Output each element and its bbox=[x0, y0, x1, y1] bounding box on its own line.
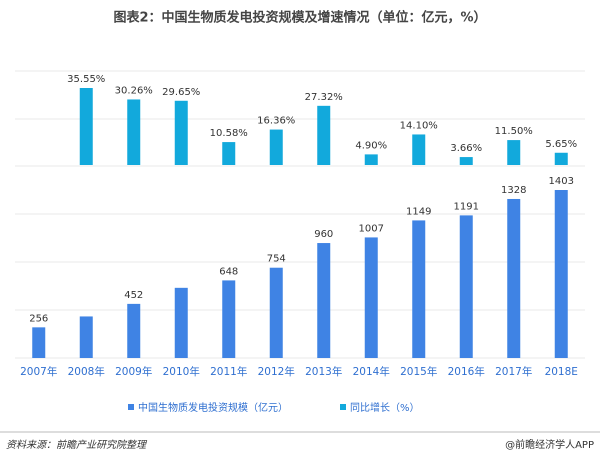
bar bbox=[507, 198, 521, 358]
brand: @前瞻经济学人APP bbox=[505, 438, 594, 451]
value-label: 1191 bbox=[454, 201, 479, 212]
bar bbox=[412, 220, 426, 358]
x-tick-label: 2009年 bbox=[115, 365, 152, 378]
value-label: 754 bbox=[267, 254, 286, 265]
x-tick-label: 2013年 bbox=[305, 365, 342, 378]
value-label: 256 bbox=[29, 313, 48, 324]
x-tick-label: 2016年 bbox=[448, 365, 485, 378]
bar bbox=[269, 267, 283, 358]
value-label: 960 bbox=[314, 229, 333, 240]
bar bbox=[507, 140, 521, 165]
value-label: 1007 bbox=[359, 223, 384, 234]
value-label: 1328 bbox=[501, 185, 526, 196]
x-tick-label: 2008年 bbox=[68, 365, 105, 378]
value-label: 5.65% bbox=[545, 139, 577, 150]
value-label: 10.58% bbox=[210, 128, 248, 139]
value-label: 4.90% bbox=[355, 140, 387, 151]
bar bbox=[364, 237, 378, 358]
x-tick-label: 2007年 bbox=[20, 365, 57, 378]
legend-label: 中国生物质发电投资规模（亿元） bbox=[138, 401, 288, 414]
bar bbox=[317, 243, 331, 358]
bar bbox=[32, 327, 46, 358]
value-label: 648 bbox=[219, 266, 238, 277]
bar bbox=[459, 157, 473, 165]
value-label: 14.10% bbox=[400, 120, 438, 131]
value-label: 27.32% bbox=[305, 92, 343, 103]
bar bbox=[79, 316, 93, 358]
bar bbox=[174, 100, 188, 165]
value-label: 452 bbox=[124, 290, 143, 301]
legend-swatch bbox=[340, 404, 346, 410]
bar bbox=[222, 280, 236, 358]
x-tick-label: 2011年 bbox=[210, 365, 247, 378]
x-tick-label: 2014年 bbox=[353, 365, 390, 378]
bar bbox=[554, 152, 568, 165]
source: 资料来源：前瞻产业研究院整理 bbox=[6, 439, 148, 451]
value-label: 1149 bbox=[406, 206, 431, 217]
value-label: 16.36% bbox=[257, 116, 295, 127]
value-label: 30.26% bbox=[115, 85, 153, 96]
value-label: 11.50% bbox=[495, 126, 533, 137]
bar bbox=[317, 105, 331, 165]
x-tick-label: 2015年 bbox=[400, 365, 437, 378]
grid bbox=[15, 70, 585, 359]
bar bbox=[127, 99, 141, 165]
legend-swatch bbox=[128, 404, 134, 410]
bar bbox=[79, 88, 93, 165]
x-tick-label: 2017年 bbox=[495, 365, 532, 378]
bar bbox=[554, 190, 568, 358]
value-label: 35.55% bbox=[67, 74, 105, 85]
value-label: 3.66% bbox=[450, 143, 482, 154]
bar bbox=[364, 154, 378, 165]
x-tick-label: 2012年 bbox=[258, 365, 295, 378]
x-tick-label: 2010年 bbox=[163, 365, 200, 378]
bar bbox=[174, 287, 188, 358]
chart-title: 图表2：中国生物质发电投资规模及增速情况（单位：亿元，%） bbox=[113, 10, 486, 26]
value-label: 1403 bbox=[549, 176, 574, 187]
bar bbox=[412, 134, 426, 165]
legend-label: 同比增长（%） bbox=[350, 401, 420, 414]
x-tick-label: 2018E bbox=[545, 366, 578, 378]
bar bbox=[269, 129, 283, 165]
bar bbox=[222, 142, 236, 165]
bar bbox=[127, 303, 141, 358]
bar bbox=[459, 215, 473, 358]
value-label: 29.65% bbox=[162, 87, 200, 98]
